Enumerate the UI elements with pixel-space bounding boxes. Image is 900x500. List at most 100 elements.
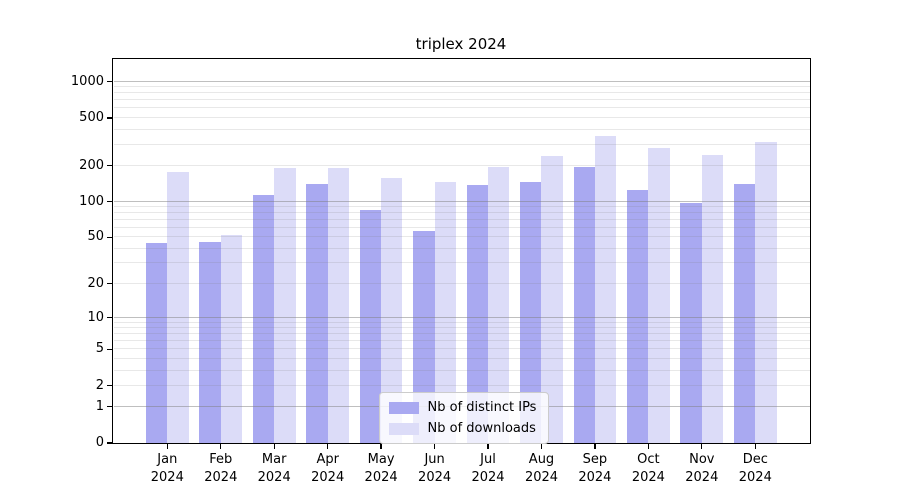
gridline-minor-8 (113, 327, 810, 329)
y-tick-mark-10 (107, 316, 112, 319)
x-tick-label-aug: Aug 2024 (510, 451, 574, 486)
bar-downloads-jan (167, 171, 189, 443)
gridline-minor-2 (113, 384, 810, 386)
x-tick-label-mar: Mar 2024 (242, 451, 306, 486)
y-tick-mark-1000 (107, 81, 112, 83)
x-tick-year: 2024 (257, 469, 291, 485)
bar-downloads-feb (220, 235, 243, 443)
gridline-minor-20 (113, 282, 810, 284)
bar-downloads-mar (274, 168, 296, 443)
legend-swatch-distinct-ips (388, 401, 419, 414)
x-tick-mark-jan (166, 444, 168, 449)
x-tick-year: 2024 (150, 469, 184, 485)
bar-downloads-jul (488, 166, 510, 443)
x-tick-month: Jul (480, 452, 496, 467)
y-tick-mark-5 (107, 348, 112, 350)
gridline-minor-500 (113, 116, 810, 118)
x-tick-mark-jun (433, 444, 436, 449)
bar-ips-jul (466, 185, 488, 443)
x-tick-label-jun: Jun 2024 (403, 451, 467, 486)
x-tick-month: Dec (742, 452, 768, 467)
x-tick-mark-oct (647, 444, 649, 449)
x-tick-label-oct: Oct 2024 (616, 451, 680, 486)
y-tick-mark-20 (107, 283, 112, 285)
gridline-minor-50 (113, 236, 810, 238)
y-tick-mark-500 (107, 117, 112, 119)
gridline-major-100 (113, 200, 810, 202)
bar-ips-nov (680, 203, 702, 443)
x-tick-mark-may (380, 444, 382, 449)
legend-swatch-downloads (388, 422, 419, 435)
x-tick-mark-apr (327, 444, 329, 449)
x-tick-month: Sep (582, 452, 608, 467)
y-tick-mark-0 (107, 442, 112, 444)
gridline-minor-70 (113, 219, 810, 221)
gridline-minor-400 (113, 128, 810, 130)
x-tick-mark-jul (487, 444, 489, 449)
gridline-minor-700 (113, 99, 810, 101)
x-tick-label-apr: Apr 2024 (296, 451, 360, 486)
y-tick-label-1: 1 (95, 398, 104, 414)
gridline-minor-800 (113, 92, 810, 94)
x-tick-label-dec: Dec 2024 (723, 451, 787, 486)
bar-downloads-jun (434, 181, 456, 443)
gridline-minor-900 (113, 86, 810, 88)
y-tick-mark-1 (107, 406, 112, 408)
y-tick-mark-2 (107, 384, 112, 387)
y-tick-label-2: 2 (95, 377, 104, 393)
x-tick-mark-aug (540, 444, 543, 449)
x-tick-month: Jan (157, 452, 178, 467)
x-tick-month: Feb (209, 452, 233, 467)
x-tick-month: Mar (261, 452, 287, 467)
gridline-minor-3 (113, 369, 810, 371)
x-tick-mark-nov (701, 444, 703, 449)
legend-item-distinct-ips: Nb of distinct IPs (388, 398, 536, 417)
y-tick-mark-50 (107, 236, 112, 239)
y-tick-label-1000: 1000 (70, 73, 104, 89)
x-tick-month: May (367, 452, 395, 467)
gridline-minor-90 (113, 206, 810, 208)
bar-downloads-apr (327, 167, 350, 443)
x-tick-month: Nov (689, 452, 715, 467)
legend-label-downloads: Nb of downloads (427, 421, 536, 436)
y-tick-label-500: 500 (79, 109, 104, 125)
x-tick-mark-sep (594, 444, 596, 449)
bar-ips-jan (145, 242, 168, 443)
gridline-minor-30 (113, 262, 810, 264)
x-tick-month: Oct (637, 452, 660, 467)
bar-ips-dec (733, 184, 756, 443)
y-tick-label-50: 50 (87, 229, 104, 245)
x-tick-year: 2024 (578, 469, 612, 485)
x-tick-year: 2024 (364, 469, 398, 485)
x-tick-label-sep: Sep 2024 (563, 451, 627, 486)
x-tick-year: 2024 (685, 469, 719, 485)
x-tick-year: 2024 (524, 469, 559, 485)
x-tick-year: 2024 (738, 469, 772, 485)
legend: Nb of distinct IPs Nb of downloads (378, 392, 550, 444)
bar-downloads-may (381, 178, 403, 443)
gridline-minor-40 (113, 247, 810, 249)
y-tick-label-10: 10 (87, 309, 104, 325)
gridline-minor-80 (113, 212, 810, 214)
bar-downloads-aug (541, 156, 563, 443)
x-tick-label-may: May 2024 (349, 451, 413, 486)
y-tick-label-200: 200 (79, 157, 104, 173)
x-tick-label-feb: Feb 2024 (189, 451, 253, 486)
x-tick-month: Aug (528, 452, 555, 467)
x-tick-mark-mar (273, 444, 275, 449)
x-tick-mark-dec (754, 444, 756, 449)
bar-downloads-nov (701, 155, 724, 443)
y-tick-label-0: 0 (95, 435, 104, 450)
legend-item-downloads: Nb of downloads (388, 419, 537, 438)
x-tick-label-jan: Jan 2024 (135, 451, 199, 486)
bar-downloads-sep (594, 135, 617, 443)
bar-downloads-dec (755, 142, 777, 443)
bar-ips-apr (306, 184, 328, 443)
x-tick-month: Jun (424, 452, 445, 467)
plot-area: Nb of distinct IPs Nb of downloads (113, 60, 810, 444)
gridline-minor-6 (113, 340, 810, 342)
gridline-minor-5 (113, 348, 810, 350)
x-tick-month: Apr (316, 452, 339, 467)
x-tick-label-nov: Nov 2024 (670, 451, 734, 486)
